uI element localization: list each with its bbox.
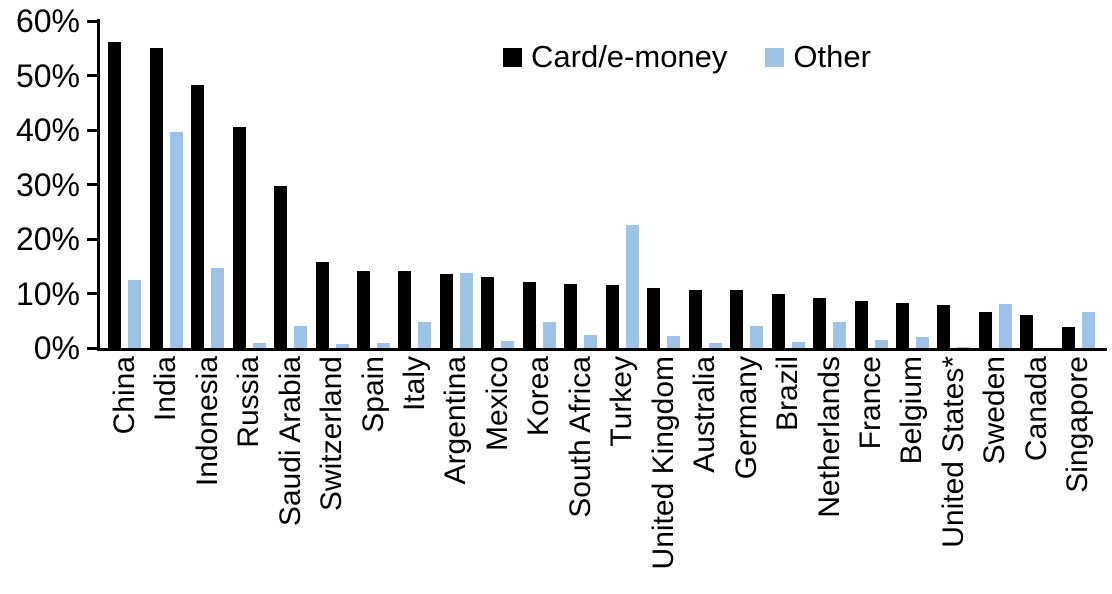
bar — [211, 268, 225, 348]
bar — [625, 225, 639, 348]
x-axis-line — [97, 348, 1107, 351]
bar — [398, 270, 412, 348]
y-axis-tick — [87, 19, 97, 23]
legend-swatch-icon — [765, 47, 785, 67]
bar — [357, 270, 370, 348]
legend-label: Other — [793, 39, 871, 74]
bar — [915, 337, 929, 348]
legend-label: Card/e-money — [531, 39, 728, 74]
bar — [459, 272, 473, 348]
bar — [335, 343, 349, 348]
bar — [542, 322, 556, 348]
category-label: Germany — [729, 356, 763, 480]
bar — [813, 297, 826, 348]
bar — [418, 322, 432, 348]
bar — [708, 343, 722, 348]
bar — [667, 335, 681, 348]
bar — [108, 41, 122, 348]
bar — [1061, 326, 1075, 348]
category-label: Canada — [1019, 356, 1053, 462]
y-tick-label: 40% — [15, 112, 80, 148]
category-label: Singapore — [1061, 356, 1095, 493]
category-label: South Africa — [563, 356, 597, 518]
legend-swatch-icon — [503, 47, 522, 67]
category-label: Australia — [688, 356, 722, 473]
category-label: Saudi Arabia — [273, 356, 307, 527]
y-tick-label: 20% — [15, 221, 80, 257]
bar — [750, 326, 764, 348]
bar — [377, 342, 390, 349]
category-label: Indonesia — [190, 356, 224, 487]
category-label: China — [107, 356, 141, 435]
y-axis-line — [97, 19, 100, 350]
bar — [294, 326, 308, 348]
bar — [874, 339, 888, 348]
bar — [998, 304, 1012, 348]
category-label: Italy — [397, 356, 431, 412]
bar — [854, 300, 868, 348]
category-label: Argentina — [439, 356, 473, 485]
category-label: Sweden — [978, 356, 1012, 465]
bar — [978, 312, 992, 348]
bar — [232, 127, 246, 348]
bar — [791, 341, 805, 348]
bar — [584, 334, 598, 348]
y-tick-label: 0% — [33, 330, 80, 366]
y-axis-tick — [87, 74, 97, 77]
bar — [688, 290, 702, 348]
bar — [481, 277, 495, 348]
y-axis-tick — [87, 346, 97, 350]
bar — [895, 303, 909, 348]
category-label: United Kingdom — [646, 356, 680, 570]
bar — [1020, 315, 1034, 348]
category-label: Russia — [232, 356, 266, 448]
bar — [647, 288, 661, 349]
category-label: Brazil — [771, 356, 805, 432]
bar — [522, 281, 536, 348]
bar — [605, 284, 619, 348]
bar — [937, 304, 951, 348]
category-label: United States* — [936, 356, 970, 548]
category-label: Belgium — [895, 356, 929, 465]
bar — [564, 284, 578, 348]
category-label: France — [854, 356, 887, 450]
y-axis-tick — [87, 128, 97, 132]
bar — [315, 262, 329, 348]
bar — [833, 321, 846, 348]
category-label: Mexico — [480, 356, 514, 452]
bar — [1081, 311, 1095, 348]
y-axis-tick — [87, 237, 97, 241]
legend-item: Card/e-money — [503, 41, 727, 73]
category-label: Korea — [522, 356, 556, 437]
y-axis-tick — [87, 183, 97, 186]
category-label: Spain — [356, 356, 390, 433]
bar — [771, 293, 785, 348]
bar — [439, 274, 453, 348]
bar — [252, 342, 266, 349]
category-label: Netherlands — [812, 356, 846, 518]
bar — [957, 346, 971, 348]
y-tick-label: 50% — [15, 57, 80, 94]
y-tick-label: 10% — [15, 275, 80, 312]
bar — [169, 131, 183, 348]
chart-legend: Card/e-money Other — [503, 41, 871, 73]
category-label: India — [149, 356, 183, 422]
y-axis-tick — [87, 292, 97, 295]
y-tick-label: 30% — [15, 166, 80, 203]
bar — [191, 84, 205, 348]
legend-item: Other — [765, 41, 871, 73]
bar — [274, 185, 288, 348]
category-label: Turkey — [605, 356, 639, 447]
category-label: Switzerland — [315, 356, 348, 512]
bar — [501, 340, 515, 348]
bar — [730, 290, 744, 348]
bar — [128, 280, 142, 348]
y-tick-label: 60% — [15, 3, 80, 39]
bar — [149, 48, 163, 349]
